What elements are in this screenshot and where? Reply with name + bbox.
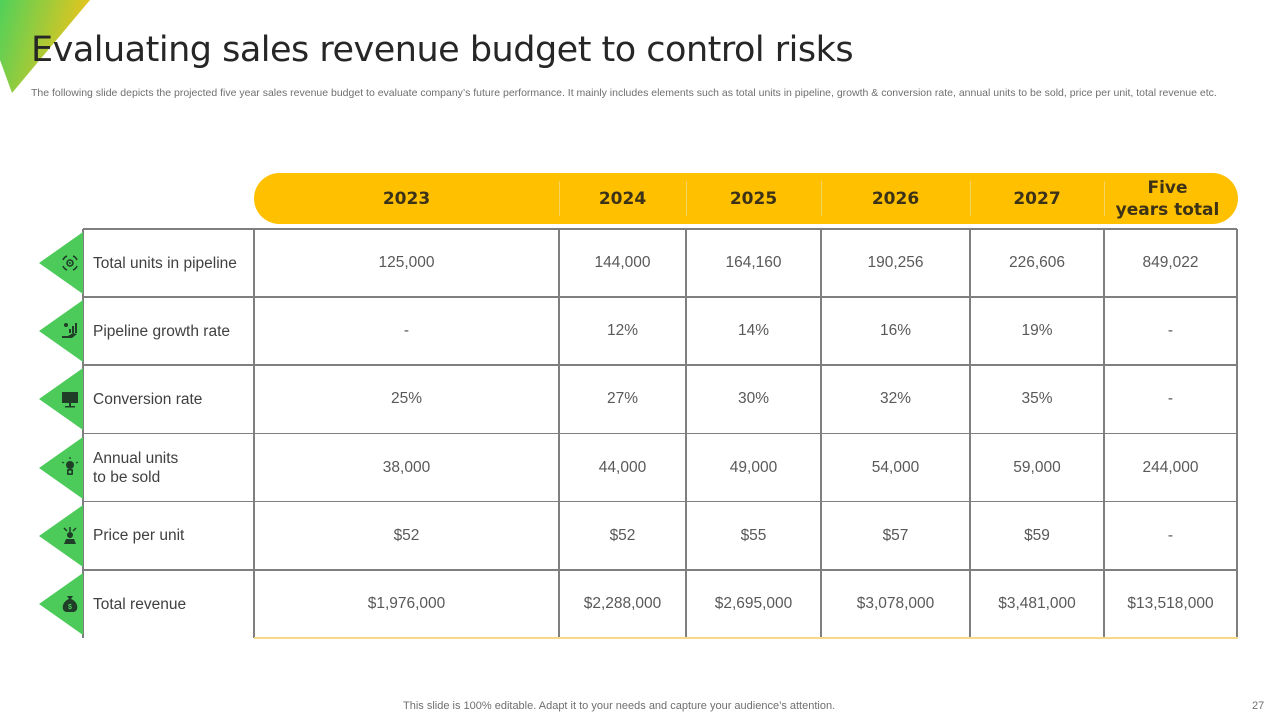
cell-2024: 27% — [606, 390, 639, 408]
cell-five-years-total: 849,022 — [1142, 254, 1199, 271]
cell-2023: - — [403, 322, 410, 340]
grid-line-horizontal — [83, 569, 1237, 571]
table-bottom-accent — [254, 637, 1238, 639]
header-2026: 2026 — [871, 188, 920, 209]
header-2025: 2025 — [729, 188, 778, 209]
corner-decoration — [0, 0, 90, 93]
cell-2023: $1,976,000 — [367, 595, 446, 612]
table-row: Conversion rate 25% 27% 30% 32% 35% - — [83, 365, 1237, 433]
cell-five-years-total: $13,518,000 — [1127, 595, 1214, 612]
cell-2026: 32% — [879, 390, 912, 408]
header-2023: 2023 — [382, 188, 431, 209]
cell-2027: 226,606 — [1008, 254, 1066, 271]
header-divider — [970, 181, 971, 216]
cell-2024: $2,288,000 — [583, 595, 662, 612]
grid-line-horizontal — [83, 364, 1237, 366]
header-five-years-total: Five years total — [1104, 173, 1231, 224]
slide-title: Evaluating sales revenue budget to contr… — [31, 30, 854, 70]
pipeline-cycle-icon — [62, 255, 78, 271]
cell-2024: 44,000 — [598, 458, 647, 476]
cell-2026: $57 — [882, 526, 909, 544]
row-label: Total revenue — [93, 595, 187, 613]
header-five-years-line1: Five — [1147, 177, 1188, 198]
cell-five-years-total: - — [1167, 390, 1174, 408]
row-label-line: Annual units — [93, 449, 179, 467]
cell-five-years-total: 244,000 — [1142, 458, 1199, 476]
row-marker-arrow — [39, 368, 83, 431]
header-divider — [821, 181, 822, 216]
grid-line-horizontal — [83, 500, 1237, 503]
cell-2025: 30% — [737, 390, 770, 408]
money-bag-icon: $ — [62, 596, 78, 612]
header-2024: 2024 — [598, 188, 647, 209]
header-divider — [1104, 181, 1105, 216]
row-marker-arrow — [39, 436, 83, 499]
row-label: Annual units to be sold — [83, 434, 254, 502]
cell-2026: 190,256 — [867, 254, 924, 271]
table-row: Total units in pipeline 125,000 144,000 164… — [83, 229, 1237, 297]
cell-2024: $52 — [609, 526, 636, 544]
header-divider — [559, 181, 560, 216]
growth-hand-icon — [62, 323, 77, 339]
cell-2024: 144,000 — [594, 254, 651, 271]
row-label-line: to be sold — [93, 468, 161, 486]
cell-2025: 14% — [737, 322, 770, 340]
cell-2027: $3,481,000 — [998, 595, 1076, 612]
cell-2023: 25% — [390, 390, 423, 408]
row-marker-arrow: $ — [39, 573, 83, 635]
table-row: Pipeline growth rate - 12% 14% 16% 19% - — [83, 297, 1237, 365]
row-label: Total units in pipeline — [93, 254, 237, 272]
row-marker-arrow — [39, 504, 83, 567]
idea-bulb-icon — [61, 456, 79, 475]
row-label: Price per unit — [93, 527, 185, 545]
price-person-icon — [63, 526, 77, 544]
row-label: Pipeline growth rate — [93, 322, 230, 340]
cell-2025: $55 — [740, 526, 767, 544]
cell-2023: 38,000 — [382, 458, 431, 476]
cell-2026: 54,000 — [871, 458, 920, 476]
cell-2023: $52 — [393, 526, 420, 544]
cell-2026: $3,078,000 — [856, 595, 935, 612]
row-marker-arrow — [39, 300, 83, 363]
grid-line-vertical — [82, 229, 84, 639]
header-five-years-line2: years total — [1115, 199, 1220, 220]
cell-2025: 49,000 — [729, 458, 778, 476]
cell-2027: 19% — [1021, 322, 1053, 340]
cell-2027: 35% — [1021, 390, 1053, 408]
cell-five-years-total: - — [1167, 526, 1174, 544]
cell-five-years-total: - — [1167, 322, 1174, 340]
cell-2026: 16% — [879, 322, 912, 340]
svg-text:$: $ — [68, 604, 72, 611]
header-2027: 2027 — [1013, 188, 1061, 209]
table-header-bar: 2023 2024 2025 2026 2027 Five years tota… — [254, 173, 1238, 224]
slide-subtitle: The following slide depicts the projecte… — [31, 87, 1217, 99]
cell-2024: 12% — [606, 322, 639, 340]
cell-2027: 59,000 — [1013, 458, 1061, 476]
grid-line-horizontal — [83, 432, 1237, 435]
row-marker-arrow — [39, 232, 83, 294]
grid-line-horizontal — [83, 296, 1237, 298]
cell-2027: $59 — [1024, 526, 1050, 544]
page-number: 27 — [1252, 700, 1265, 712]
row-label: Conversion rate — [93, 390, 203, 408]
table-row: Annual units to be sold 38,000 44,000 49,000… — [83, 434, 1237, 502]
grid-line-horizontal — [83, 228, 1237, 230]
cell-2025: $2,695,000 — [714, 595, 793, 612]
monitor-icon — [62, 392, 78, 408]
cell-2025: 164,160 — [725, 254, 782, 271]
header-divider — [686, 181, 687, 216]
cell-2023: 125,000 — [378, 254, 435, 271]
footer-note: This slide is 100% editable. Adapt it to… — [403, 700, 836, 712]
table-row: Total revenue $1,976,000 $2,288,000 $2,695,… — [83, 570, 1237, 638]
table-row: Price per unit $52 $52 $55 $57 $59 - — [83, 502, 1237, 570]
